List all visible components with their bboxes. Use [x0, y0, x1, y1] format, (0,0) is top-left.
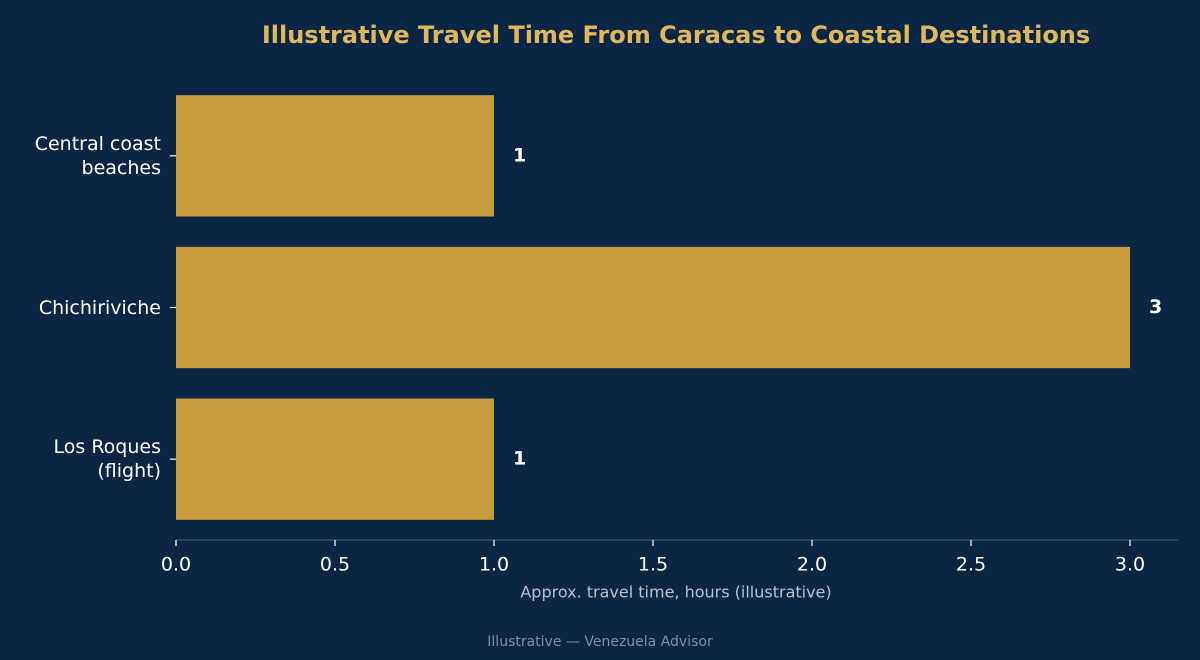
value-label: 1	[513, 144, 526, 166]
bar	[176, 398, 494, 520]
x-axis-label: Approx. travel time, hours (illustrative…	[520, 583, 831, 602]
x-tick-label: 1.0	[479, 554, 509, 576]
bar	[176, 95, 494, 217]
value-label: 3	[1149, 296, 1162, 318]
footer: Illustrative — Venezuela Advisor	[487, 634, 713, 650]
y-tick-label: Central coast beaches	[34, 132, 161, 179]
x-tick-label: 0.0	[161, 554, 191, 576]
x-tick-label: 2.0	[797, 554, 827, 576]
x-tick-label: 1.5	[638, 554, 668, 576]
y-tick-label: Los Roques (flight)	[53, 436, 161, 483]
bar	[176, 246, 1130, 369]
x-tick-label: 3.0	[1115, 554, 1145, 576]
chart-title: Illustrative Travel Time From Caracas to…	[262, 21, 1090, 49]
x-tick-label: 2.5	[956, 554, 986, 576]
value-label: 1	[513, 448, 526, 470]
y-tick-label: Chichiriviche	[38, 296, 161, 319]
x-tick-label: 0.5	[320, 554, 350, 576]
